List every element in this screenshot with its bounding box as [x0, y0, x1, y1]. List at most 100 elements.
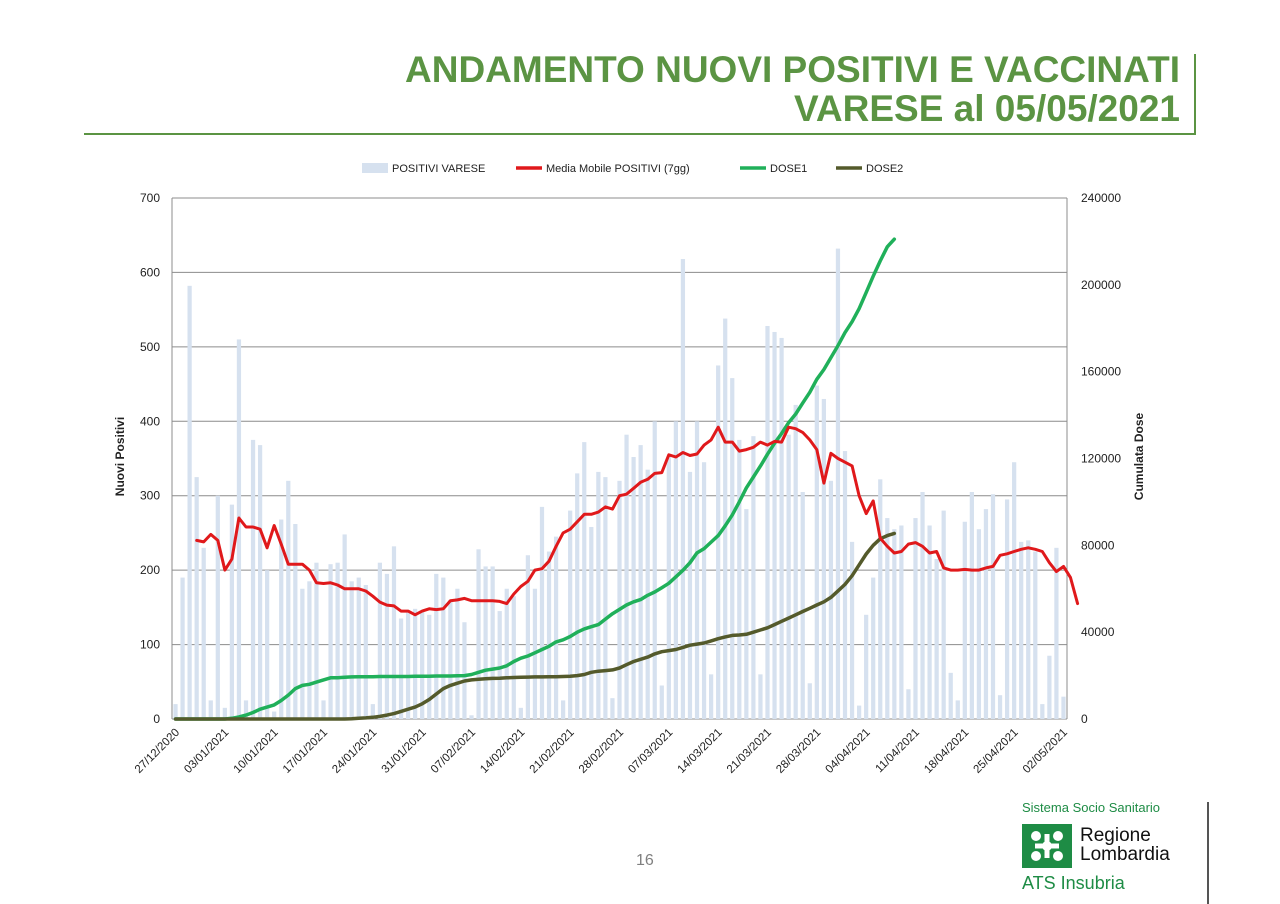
x-tick-label: 03/01/2021 — [182, 727, 231, 776]
bar-positivi — [448, 599, 453, 719]
bar-positivi — [694, 421, 700, 719]
bar-positivi — [370, 704, 375, 719]
bar-positivi — [455, 588, 460, 719]
bar-positivi — [208, 700, 213, 719]
line-media-mobile — [195, 425, 1080, 617]
bar-positivi — [758, 674, 763, 719]
bar-positivi — [335, 562, 340, 719]
bar-positivi — [314, 562, 319, 719]
y-tick-label: 600 — [140, 265, 160, 279]
bar-positivi — [328, 564, 333, 719]
bar-positivi — [511, 596, 516, 719]
bar-positivi — [793, 404, 798, 719]
bar-positivi — [835, 248, 841, 719]
bar-positivi — [955, 700, 960, 719]
bar-positivi — [765, 326, 770, 719]
bar-positivi — [779, 337, 784, 719]
y2-axis-title: Cumulata Dose — [1132, 413, 1146, 501]
bar-positivi — [969, 491, 974, 719]
line-dose1 — [173, 237, 897, 721]
bar-positivi — [398, 618, 404, 719]
x-tick-label: 07/02/2021 — [429, 727, 478, 776]
bar-positivi — [441, 577, 446, 719]
bar-positivi — [321, 700, 326, 719]
bar-positivi — [553, 536, 559, 719]
bar-positivi — [709, 674, 714, 719]
bar-positivi — [272, 711, 277, 719]
bar-positivi — [420, 611, 425, 719]
slide-title-line1: ANDAMENTO NUOVI POSITIVI E VACCINATI — [405, 49, 1180, 90]
bar-positivi — [659, 685, 664, 719]
bar-positivi — [786, 434, 791, 719]
bar-positivi — [871, 577, 876, 719]
bar-positivi — [215, 495, 220, 719]
brand-lombardia: Lombardia — [1080, 844, 1170, 865]
bar-positivi — [610, 698, 615, 719]
x-tick-label: 10/01/2021 — [232, 727, 281, 776]
x-tick-label: 14/02/2021 — [478, 727, 527, 776]
bar-positivi — [391, 546, 397, 719]
bar-positivi — [927, 525, 932, 719]
bar-positivi — [962, 521, 967, 719]
bar-positivi — [265, 570, 270, 719]
bar-positivi — [279, 519, 284, 719]
bar-positivi — [990, 494, 996, 719]
bar-positivi — [582, 442, 587, 719]
slide-title-line2: VARESE al 05/05/2021 — [793, 88, 1180, 129]
y-tick-label: 500 — [140, 340, 160, 354]
x-tick-label: 04/04/2021 — [824, 727, 873, 776]
bar-positivi — [772, 331, 777, 719]
legend-label: POSITIVI VARESE — [392, 163, 485, 175]
x-tick-label: 02/05/2021 — [1021, 727, 1070, 776]
x-tick-label: 07/03/2021 — [626, 727, 675, 776]
bar-positivi — [187, 285, 192, 719]
bar-positivi — [1004, 499, 1010, 719]
bar-positivi — [864, 614, 869, 719]
brand-ats-insubria: ATS Insubria — [1022, 873, 1125, 893]
x-tick-label: 28/02/2021 — [577, 727, 626, 776]
bar-positivi — [539, 506, 545, 719]
bar-positivi — [363, 585, 368, 719]
bar-positivi — [257, 445, 263, 719]
y-tick-label: 100 — [140, 638, 160, 652]
bar-positivi — [293, 523, 298, 719]
bar-positivi — [934, 558, 939, 719]
bar-positivi — [624, 434, 629, 719]
legend-swatch-bars — [362, 163, 388, 173]
y2-tick-label: 80000 — [1081, 538, 1115, 552]
y2-tick-label: 160000 — [1081, 365, 1121, 379]
x-tick-label: 28/03/2021 — [774, 727, 823, 776]
bar-positivi — [1026, 540, 1031, 719]
bar-positivi — [730, 378, 735, 719]
rosa-camuna-icon — [1022, 824, 1072, 868]
title-underline — [84, 133, 1196, 135]
bar-positivi — [617, 480, 622, 719]
bar-positivi — [229, 504, 235, 719]
bar-positivi — [575, 473, 580, 719]
x-tick-label: 21/02/2021 — [528, 727, 577, 776]
bar-positivi — [300, 588, 305, 719]
bar-positivi — [652, 421, 657, 719]
bar-positivi — [201, 547, 206, 719]
y2-tick-label: 120000 — [1081, 452, 1121, 466]
page-number: 16 — [636, 852, 654, 869]
x-tick-label: 14/03/2021 — [676, 727, 725, 776]
bar-positivi — [751, 436, 756, 719]
bar-positivi — [948, 672, 953, 719]
bar-positivi — [892, 529, 897, 719]
bar-positivi — [920, 491, 925, 719]
bar-positivi — [462, 622, 467, 719]
bar-positivi — [603, 477, 608, 719]
bar-positivi — [356, 577, 361, 719]
y-tick-label: 700 — [140, 191, 160, 205]
bar-positivi — [589, 526, 594, 719]
bar-positivi — [469, 715, 474, 719]
bar-positivi — [800, 491, 805, 719]
bar-positivi — [413, 608, 418, 719]
bar-positivi — [568, 510, 573, 719]
bar-positivi — [561, 700, 566, 719]
bar-positivi — [1061, 696, 1066, 719]
x-tick-label: 21/03/2021 — [725, 727, 774, 776]
bar-positivi — [546, 551, 552, 719]
x-tick-label: 17/01/2021 — [281, 727, 330, 776]
